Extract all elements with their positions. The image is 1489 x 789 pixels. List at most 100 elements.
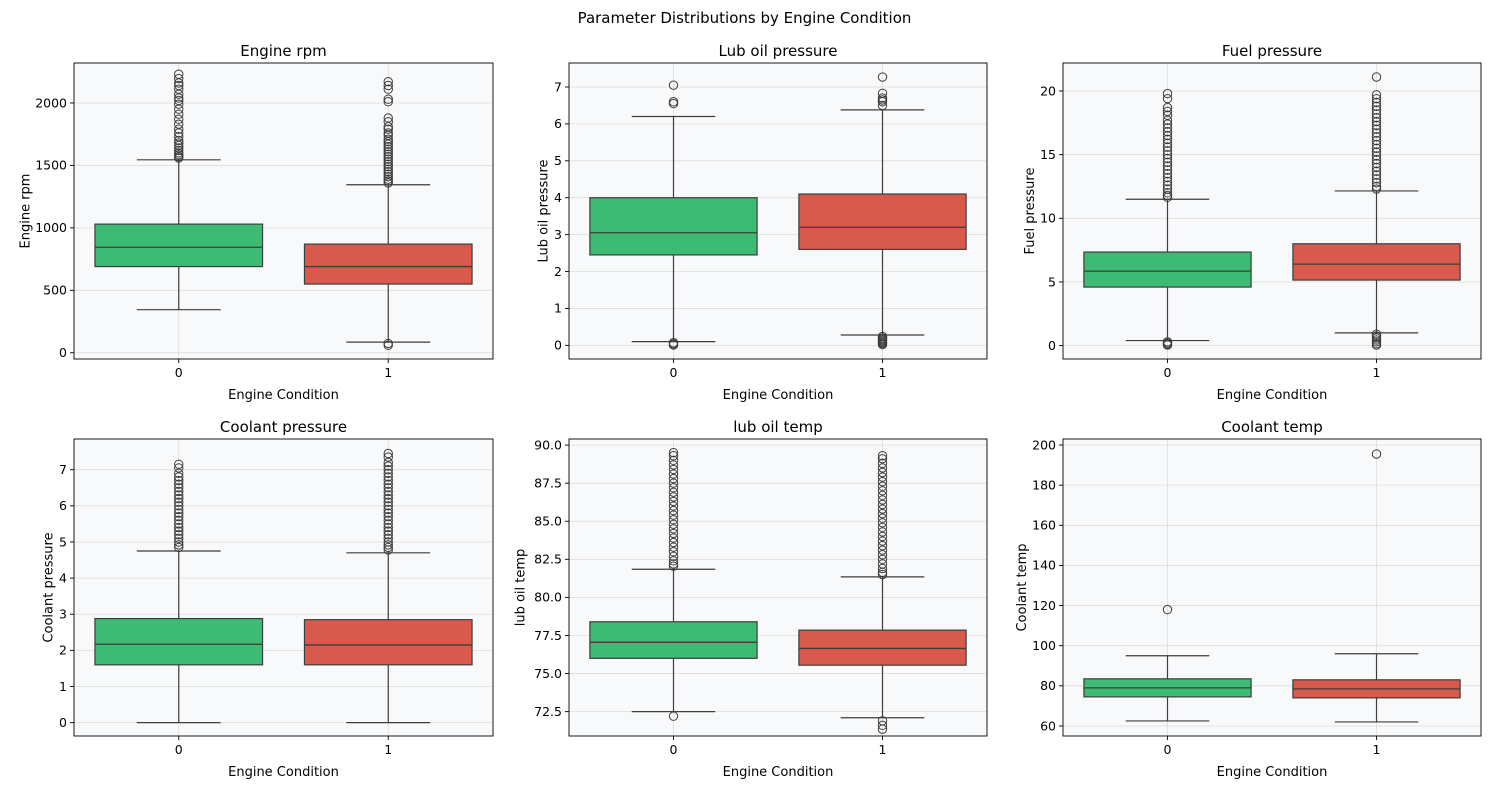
y-tick-label: 2 xyxy=(59,643,67,658)
y-tick-label: 160 xyxy=(1032,518,1056,533)
x-tick-label: 0 xyxy=(175,365,183,380)
outlier-point xyxy=(1371,97,1382,108)
outlier-point xyxy=(668,515,679,525)
outlier-point xyxy=(1162,153,1173,164)
outlier-point xyxy=(877,454,888,464)
outlier-point xyxy=(383,164,393,174)
outlier-point xyxy=(383,161,393,172)
outlier-point xyxy=(383,124,393,134)
y-tick-label: 1500 xyxy=(35,158,67,173)
outlier-point xyxy=(174,78,184,88)
outlier-point xyxy=(668,448,679,458)
outlier-point xyxy=(668,556,679,566)
outlier-point xyxy=(174,483,184,493)
outlier-point xyxy=(383,154,393,164)
outlier-point xyxy=(668,451,679,461)
outlier-point xyxy=(1162,134,1173,145)
outlier-point xyxy=(877,522,888,533)
box-condition-1 xyxy=(303,448,473,724)
outlier-point xyxy=(174,468,184,479)
box-condition-1 xyxy=(1292,449,1461,723)
outlier-point xyxy=(877,569,888,580)
outlier-point xyxy=(383,141,393,152)
y-tick-label: 7 xyxy=(59,462,67,477)
outlier-point xyxy=(1162,119,1173,129)
outlier-point xyxy=(383,80,393,91)
outlier-point xyxy=(174,486,184,497)
subplot-5: 72.5 75.0 77.5 80.0 82.5 85.0 87.5 90.0 0 1 lub oi… xyxy=(514,418,988,780)
outlier-point xyxy=(174,153,184,163)
outlier-point xyxy=(383,84,393,94)
x-tick-label: 1 xyxy=(1373,365,1381,380)
outlier-point xyxy=(1371,90,1382,100)
outlier-point xyxy=(877,513,888,523)
outlier-point xyxy=(174,493,184,504)
outlier-point xyxy=(1371,449,1382,459)
x-axis-label: Engine Condition xyxy=(1217,765,1328,780)
outlier-point xyxy=(668,80,679,90)
iqr-box xyxy=(303,243,473,285)
outlier-point xyxy=(1371,170,1382,180)
outlier-point xyxy=(1162,102,1173,113)
outlier-point xyxy=(877,72,888,82)
y-tick-label: 80 xyxy=(1040,678,1056,693)
x-tick-label: 0 xyxy=(1164,742,1172,757)
outlier-point xyxy=(877,567,888,577)
outlier-point xyxy=(174,501,184,511)
outlier-point xyxy=(1162,110,1173,120)
y-tick-label: 4 xyxy=(554,190,562,205)
outlier-point xyxy=(1162,149,1173,160)
y-tick-label: 80.0 xyxy=(534,590,562,605)
y-tick-label: 15 xyxy=(1040,147,1056,162)
box-condition-0 xyxy=(1083,604,1252,722)
outlier-point xyxy=(877,540,888,551)
outlier-point xyxy=(383,159,393,169)
box-condition-1 xyxy=(1292,72,1461,350)
y-axis-label: lub oil temp xyxy=(514,549,529,627)
y-axis-label: Engine rpm xyxy=(19,174,34,249)
outlier-point xyxy=(383,144,393,154)
outlier-point xyxy=(668,501,679,511)
x-tick-label: 0 xyxy=(1164,365,1172,380)
outlier-point xyxy=(1371,181,1382,192)
outlier-point xyxy=(668,551,679,561)
outlier-point xyxy=(1371,101,1382,111)
outlier-point xyxy=(668,505,679,516)
x-tick-label: 1 xyxy=(384,742,392,757)
outlier-point xyxy=(668,478,679,488)
outlier-point xyxy=(383,493,393,504)
outlier-point xyxy=(877,486,888,496)
y-tick-label: 5 xyxy=(1048,274,1056,289)
outlier-point xyxy=(174,104,184,114)
outlier-point xyxy=(668,711,679,721)
box-condition-0 xyxy=(589,448,758,721)
outlier-point xyxy=(877,536,888,546)
outlier-point xyxy=(174,124,184,134)
outlier-point xyxy=(383,483,393,493)
x-tick-label: 0 xyxy=(670,365,678,380)
outlier-point xyxy=(383,156,393,167)
outlier-point xyxy=(383,540,393,550)
y-tick-label: 4 xyxy=(59,570,67,585)
x-tick-label: 1 xyxy=(1373,742,1381,757)
outlier-point xyxy=(174,526,184,536)
outlier-point xyxy=(1162,176,1173,187)
outlier-point xyxy=(877,554,888,565)
outlier-point xyxy=(383,530,393,540)
outlier-point xyxy=(668,496,679,507)
outlier-point xyxy=(1162,127,1173,137)
outlier-point xyxy=(668,547,679,557)
outlier-point xyxy=(383,94,393,104)
y-axis-label: Fuel pressure xyxy=(1023,168,1038,255)
outlier-point xyxy=(1371,174,1382,184)
outlier-point xyxy=(383,461,393,471)
outlier-point xyxy=(1162,115,1173,125)
outlier-point xyxy=(383,501,393,511)
outlier-point xyxy=(1371,72,1382,82)
outlier-point xyxy=(1371,113,1382,123)
box-condition-1 xyxy=(798,451,967,734)
outlier-point xyxy=(174,472,184,482)
outlier-point xyxy=(1162,142,1173,152)
subplot-4: 0 1 2 3 4 5 6 7 0 1 Coolant pressure Engine Conditi… xyxy=(41,418,494,780)
outlier-point xyxy=(174,519,184,529)
